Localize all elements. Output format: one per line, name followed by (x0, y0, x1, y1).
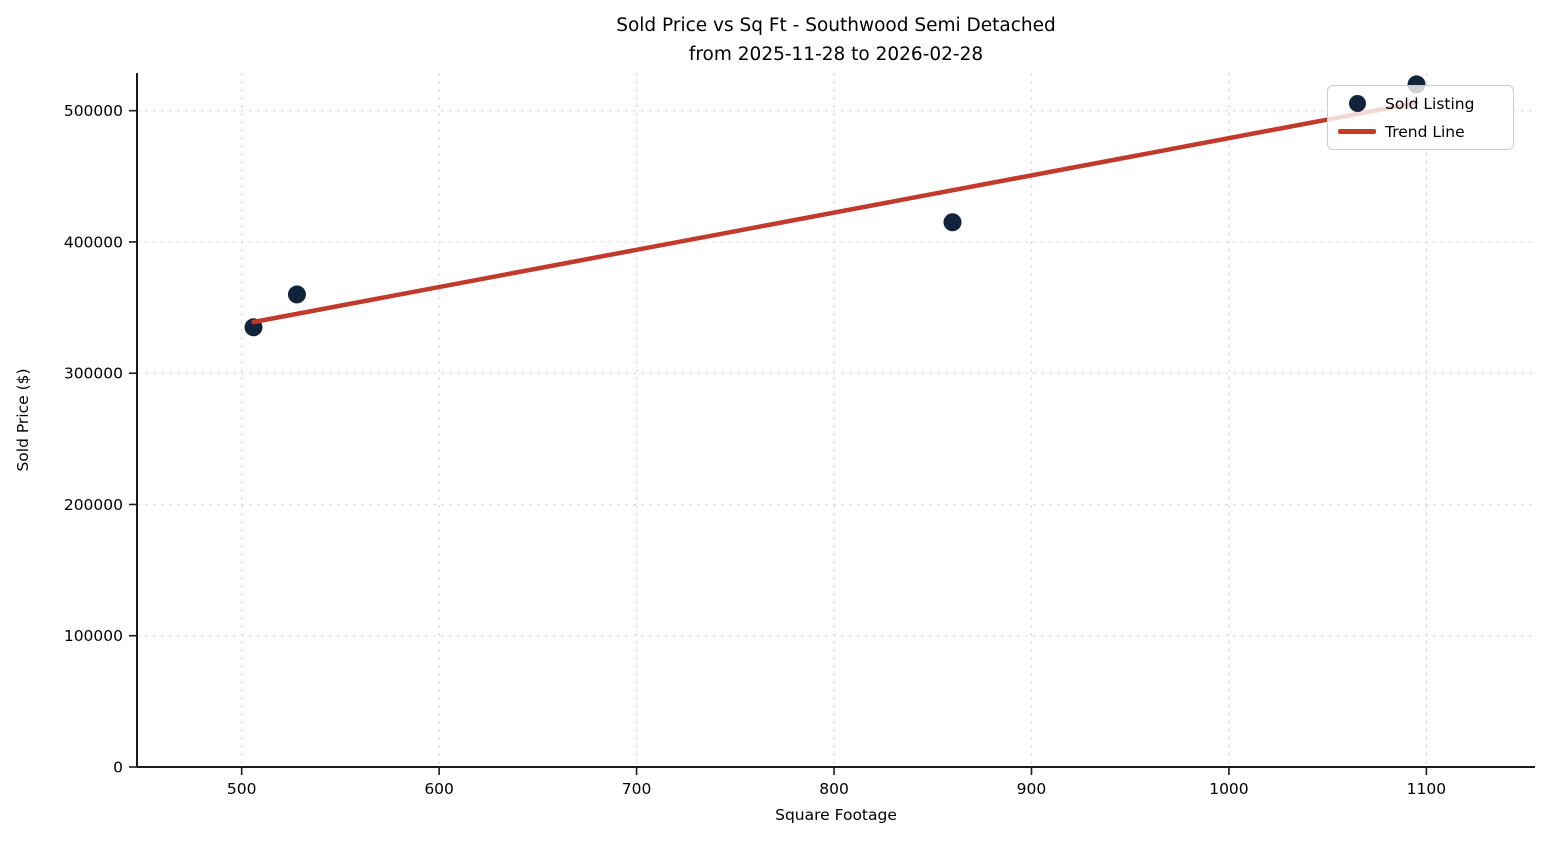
chart-subtitle: from 2025-11-28 to 2026-02-28 (688, 44, 984, 65)
trend-line (251, 100, 1419, 325)
legend-label-trend-line: Trend Line (1385, 122, 1465, 141)
legend-label-sold-listing: Sold Listing (1385, 94, 1475, 113)
legend: Sold Listing Trend Line (1327, 85, 1514, 150)
y-tick-label: 300000 (64, 365, 123, 383)
y-tick-label: 200000 (64, 496, 123, 514)
trend-line-marker-icon (1338, 129, 1376, 134)
x-tick-label: 600 (424, 780, 454, 798)
x-axis-label: Square Footage (775, 806, 897, 824)
y-tick-label: 0 (113, 759, 123, 777)
chart-title: Sold Price vs Sq Ft - Southwood Semi Det… (616, 15, 1056, 36)
y-tick-label: 500000 (64, 102, 123, 120)
x-tick-label: 700 (622, 780, 652, 798)
x-tick-label: 900 (1017, 780, 1047, 798)
sold-listing-point (943, 213, 962, 232)
chart-title-block: Sold Price vs Sq Ft - Southwood Semi Det… (137, 11, 1535, 69)
legend-item-sold-listing: Sold Listing (1336, 90, 1505, 118)
legend-marker-cell (1336, 95, 1378, 112)
x-tick-label: 800 (819, 780, 849, 798)
legend-item-trend-line: Trend Line (1336, 118, 1505, 146)
x-tick-label: 500 (227, 780, 257, 798)
y-tick-label: 100000 (64, 627, 123, 645)
legend-marker-cell (1336, 129, 1378, 134)
x-tick-label: 1100 (1407, 780, 1446, 798)
y-tick-label: 400000 (64, 233, 123, 251)
y-axis-label: Sold Price ($) (14, 368, 32, 472)
x-tick-label: 1000 (1209, 780, 1248, 798)
sold-listing-marker-icon (1348, 95, 1366, 112)
sold-listing-point (287, 285, 306, 304)
